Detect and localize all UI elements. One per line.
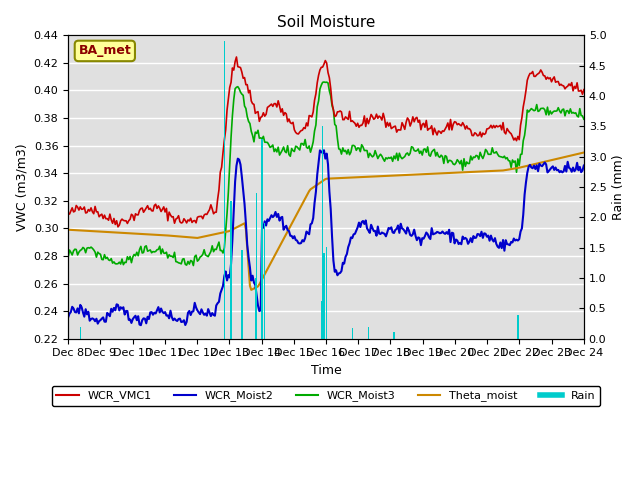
Bar: [264, 223, 266, 339]
Bar: [256, 192, 257, 339]
Title: Soil Moisture: Soil Moisture: [277, 15, 375, 30]
Bar: [351, 328, 353, 339]
Y-axis label: Rain (mm): Rain (mm): [612, 154, 625, 220]
X-axis label: Time: Time: [310, 364, 341, 377]
Bar: [79, 327, 81, 339]
Bar: [322, 126, 323, 339]
Bar: [326, 247, 328, 339]
Bar: [241, 250, 243, 339]
Y-axis label: VWC (m3/m3): VWC (m3/m3): [15, 143, 28, 231]
Bar: [261, 139, 263, 339]
Bar: [321, 301, 322, 339]
Legend: WCR_VMC1, WCR_Moist2, WCR_Moist3, Theta_moist, Rain: WCR_VMC1, WCR_Moist2, WCR_Moist3, Theta_…: [52, 386, 600, 406]
Bar: [393, 333, 395, 339]
Bar: [230, 201, 232, 339]
Bar: [255, 277, 256, 339]
Bar: [223, 41, 225, 339]
Bar: [517, 314, 518, 339]
Bar: [367, 327, 369, 339]
Text: BA_met: BA_met: [79, 45, 131, 58]
Bar: [323, 253, 324, 339]
